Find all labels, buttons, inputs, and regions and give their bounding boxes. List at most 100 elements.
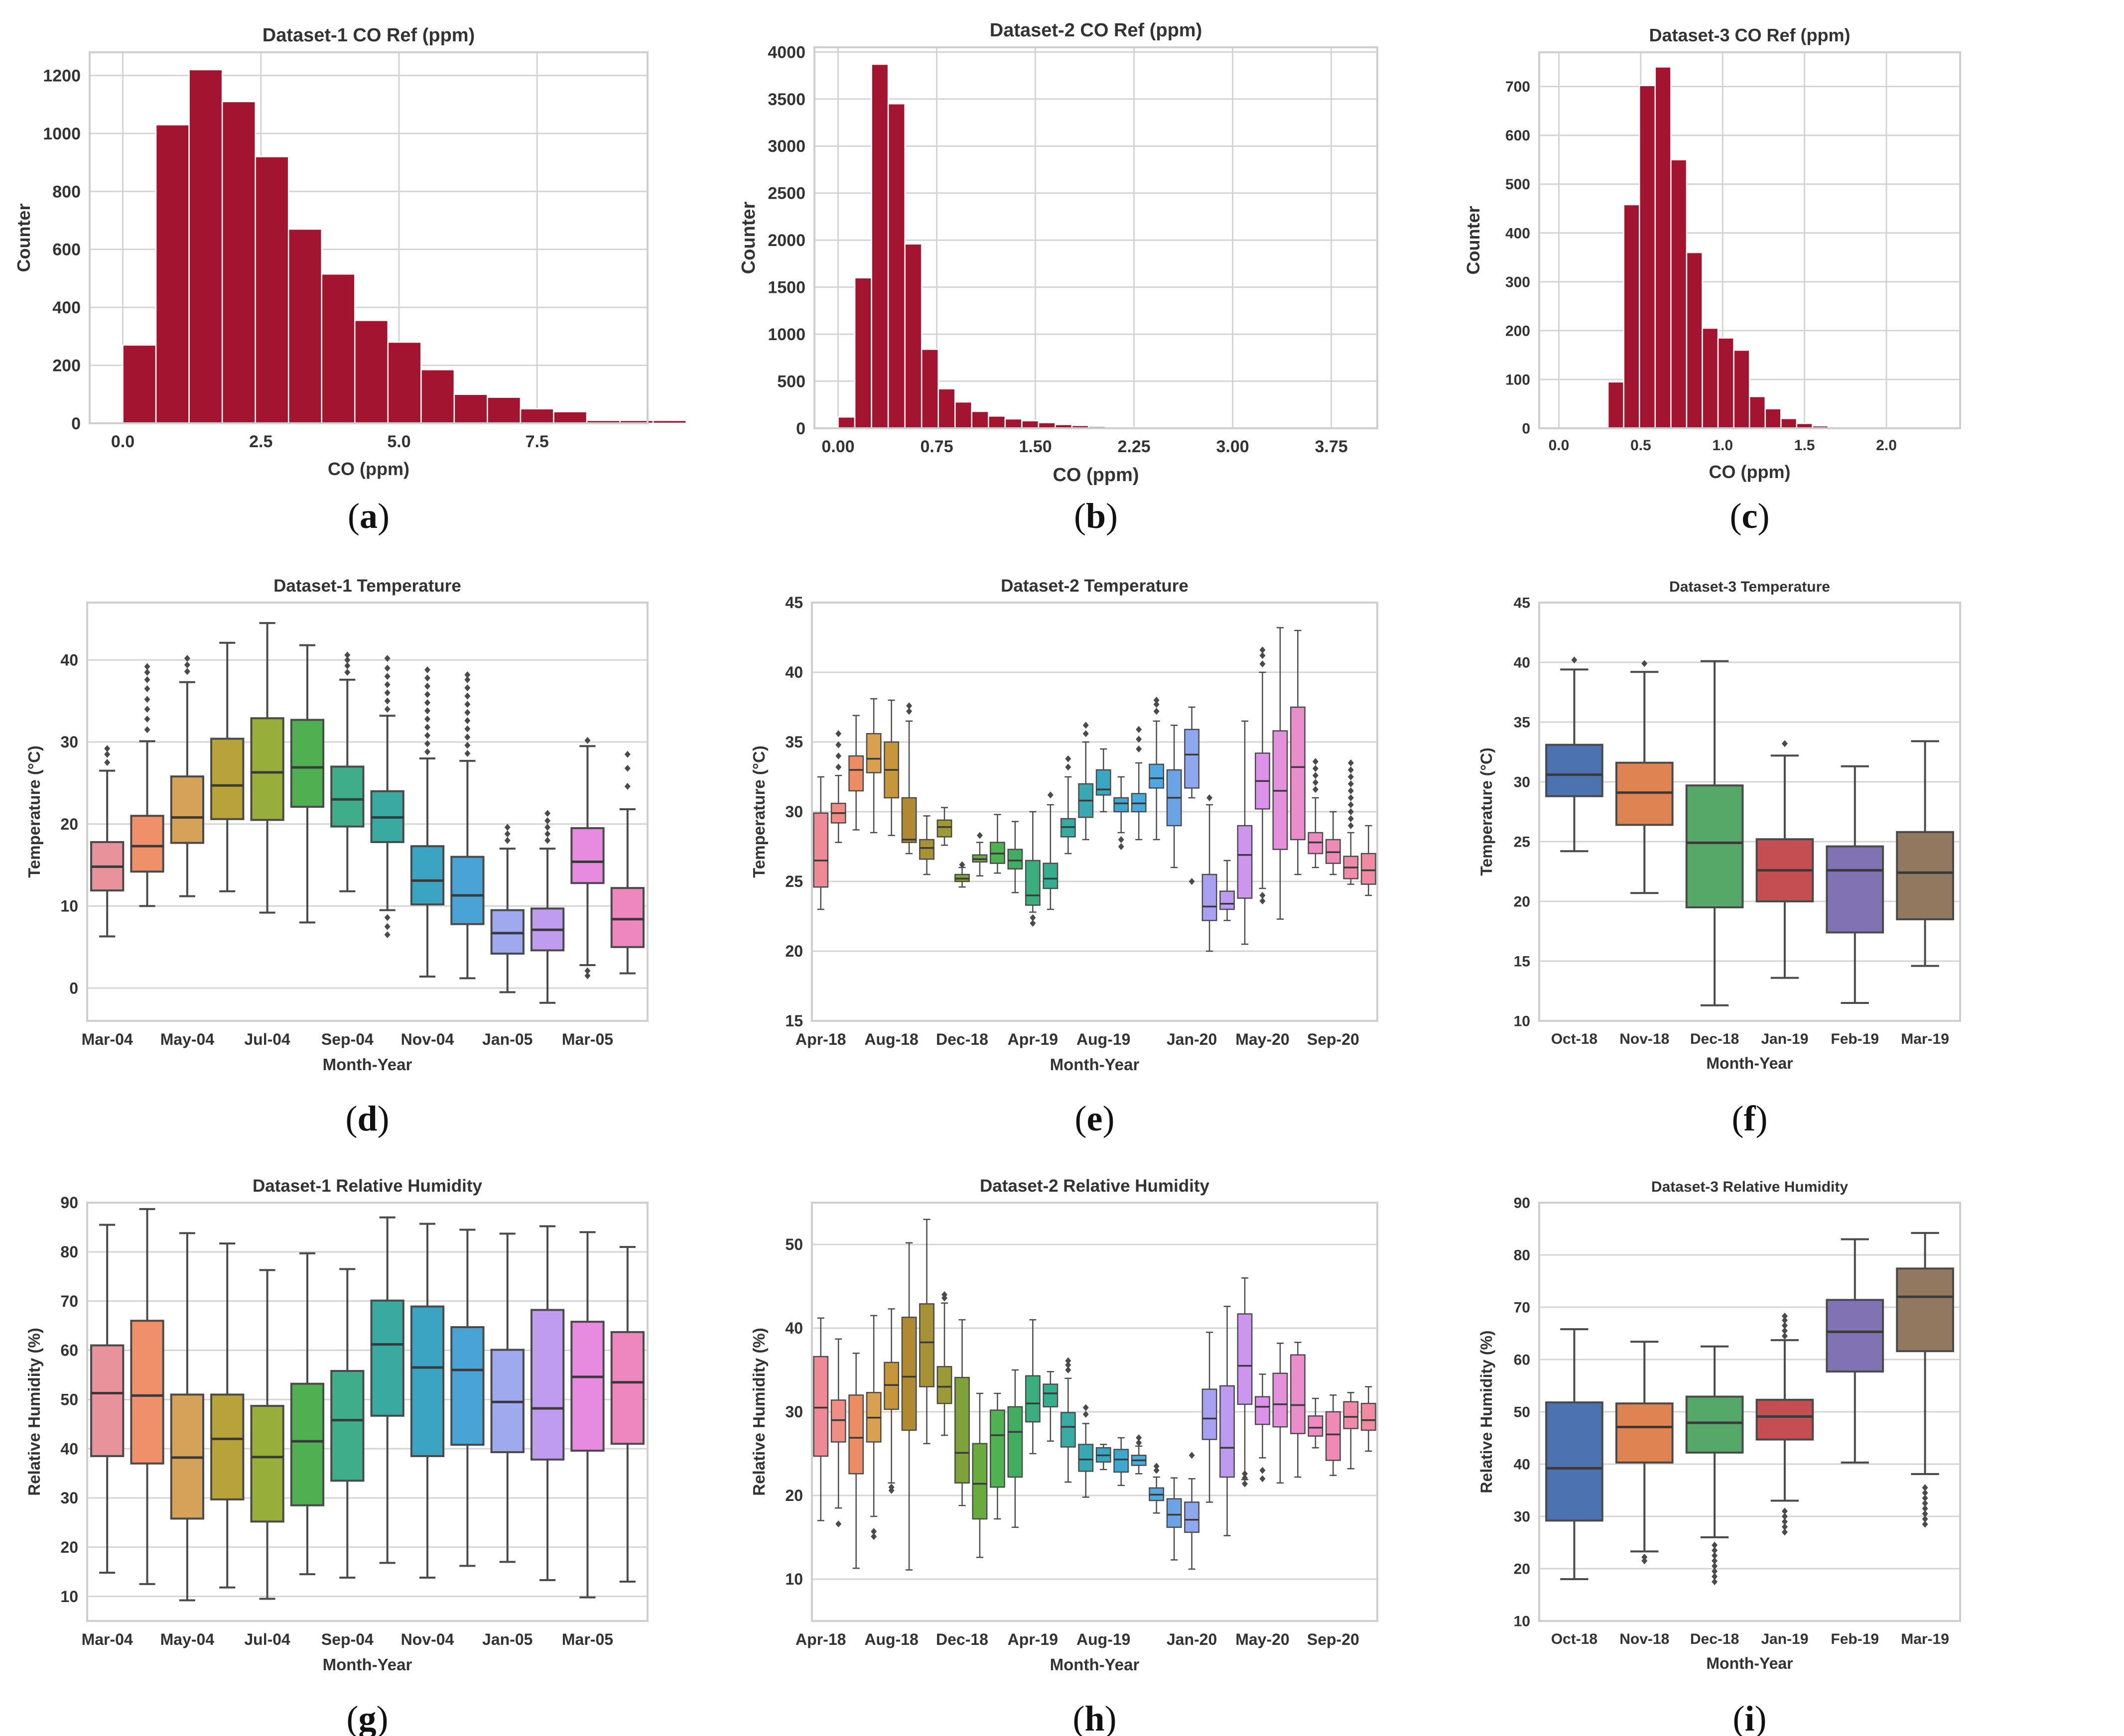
chart-title: Dataset-3 Relative Humidity xyxy=(1651,1179,1848,1195)
iqr-box xyxy=(1095,769,1111,796)
y-axis-label: Counter xyxy=(738,201,759,274)
box-Mar-20 xyxy=(1219,1306,1235,1536)
y-tick-label: 10 xyxy=(785,1570,803,1588)
outlier-marker xyxy=(1922,1489,1928,1496)
outlier-marker xyxy=(544,824,551,831)
iqr-box xyxy=(1755,1398,1814,1441)
histogram-bar xyxy=(420,369,455,424)
outlier-marker xyxy=(464,684,471,692)
outlier-marker xyxy=(344,651,351,659)
plot-frame xyxy=(811,602,1378,1022)
box-Aug-20 xyxy=(1308,758,1324,868)
outlier-marker xyxy=(1781,740,1788,747)
y-tick-label: 3000 xyxy=(768,137,805,156)
panel-caption: (a) xyxy=(348,496,390,536)
box-Mar-05 xyxy=(570,1231,605,1599)
box-Jan-20 xyxy=(1184,706,1200,885)
outlier-marker xyxy=(835,730,842,738)
iqr-box xyxy=(170,775,205,844)
box-Aug-20 xyxy=(1308,1397,1324,1449)
y-tick-label: 40 xyxy=(785,1319,803,1337)
histogram-bar xyxy=(921,349,939,429)
histogram-bar xyxy=(1004,418,1023,429)
box-Mar-19 xyxy=(1007,1369,1023,1528)
iqr-box xyxy=(410,845,445,906)
x-tick-label: May-20 xyxy=(1235,1630,1290,1648)
outlier-marker xyxy=(1641,1557,1648,1565)
histogram-bar xyxy=(221,101,256,424)
outlier-marker xyxy=(1153,1467,1160,1474)
x-tick-label: Jan-05 xyxy=(482,1030,532,1048)
histogram-bar xyxy=(354,320,389,424)
box-May-19 xyxy=(1043,791,1059,910)
outlier-marker xyxy=(1118,836,1124,843)
y-tick-label: 40 xyxy=(60,651,78,669)
outlier-marker xyxy=(1347,773,1354,780)
histogram-bar xyxy=(1686,251,1703,429)
box-Jun-20 xyxy=(1272,1342,1288,1484)
iqr-box xyxy=(954,1376,970,1484)
panel-caption: (b) xyxy=(1074,496,1118,536)
outlier-marker xyxy=(1030,920,1036,927)
iqr-box xyxy=(1615,1402,1674,1464)
box-Jul-19 xyxy=(1078,1404,1094,1498)
outlier-marker xyxy=(1082,722,1089,729)
y-tick-label: 40 xyxy=(785,663,803,681)
outlier-marker xyxy=(1922,1484,1928,1491)
iqr-box xyxy=(901,1316,917,1431)
outlier-marker xyxy=(1347,808,1354,815)
x-tick-label: Aug-18 xyxy=(864,1630,918,1648)
x-axis-label: Month-Year xyxy=(1706,1654,1793,1672)
iqr-box xyxy=(1290,1354,1306,1434)
y-tick-label: 1200 xyxy=(43,66,81,85)
panel-caption: (e) xyxy=(1075,1099,1115,1138)
y-tick-label: 10 xyxy=(1514,1013,1530,1030)
iqr-box xyxy=(330,1369,365,1482)
plot-frame xyxy=(86,1202,649,1622)
plot-frame xyxy=(1538,602,1961,1022)
x-tick-label: Feb-19 xyxy=(1831,1631,1879,1647)
outlier-marker xyxy=(1922,1515,1928,1523)
outlier-marker xyxy=(1136,1439,1142,1447)
x-tick-label: 0.75 xyxy=(920,437,953,456)
x-tick-label: Dec-18 xyxy=(1690,1631,1739,1647)
x-tick-label: Mar-05 xyxy=(562,1630,613,1648)
y-tick-label: 20 xyxy=(1514,1561,1530,1578)
histogram-bar xyxy=(887,103,906,429)
iqr-box xyxy=(1896,1267,1954,1353)
box-Oct-04 xyxy=(370,1216,404,1564)
histogram-bar xyxy=(1748,396,1766,429)
box-Sep-18 xyxy=(901,702,917,855)
box-May-19 xyxy=(1043,1371,1059,1442)
y-tick-label: 40 xyxy=(60,1440,78,1458)
box-Dec-19 xyxy=(1166,725,1182,868)
outlier-marker xyxy=(464,709,471,716)
outlier-marker xyxy=(1347,759,1354,766)
histogram-bar xyxy=(854,277,872,429)
box-Dec-18 xyxy=(1685,660,1744,1006)
outlier-marker xyxy=(1153,1463,1160,1470)
plot-frame xyxy=(89,51,649,424)
chart-title: Dataset-3 Temperature xyxy=(1669,579,1830,595)
iqr-box xyxy=(1078,1444,1094,1472)
outlier-marker xyxy=(1781,1528,1788,1536)
box-Dec-04 xyxy=(450,671,485,980)
x-tick-label: 2.25 xyxy=(1117,437,1150,456)
histogram-bar xyxy=(1764,408,1782,429)
iqr-box xyxy=(1896,831,1954,921)
chart-title: Dataset-3 CO Ref (ppm) xyxy=(1649,25,1850,45)
y-tick-label: 50 xyxy=(1514,1404,1530,1421)
x-axis-label: Month-Year xyxy=(1050,1655,1140,1674)
box-Sep-04 xyxy=(330,1268,365,1579)
outlier-marker xyxy=(424,715,431,723)
box-Feb-20 xyxy=(1201,794,1217,952)
y-tick-label: 20 xyxy=(785,1487,803,1504)
iqr-box xyxy=(1043,863,1059,889)
x-tick-label: Nov-18 xyxy=(1619,1631,1669,1647)
outlier-marker xyxy=(1712,1541,1718,1549)
outlier-marker xyxy=(1712,1557,1718,1565)
box-Dec-18 xyxy=(954,861,970,888)
iqr-box xyxy=(130,815,164,873)
y-tick-label: 20 xyxy=(1514,894,1530,910)
y-tick-label: 25 xyxy=(1514,834,1530,851)
